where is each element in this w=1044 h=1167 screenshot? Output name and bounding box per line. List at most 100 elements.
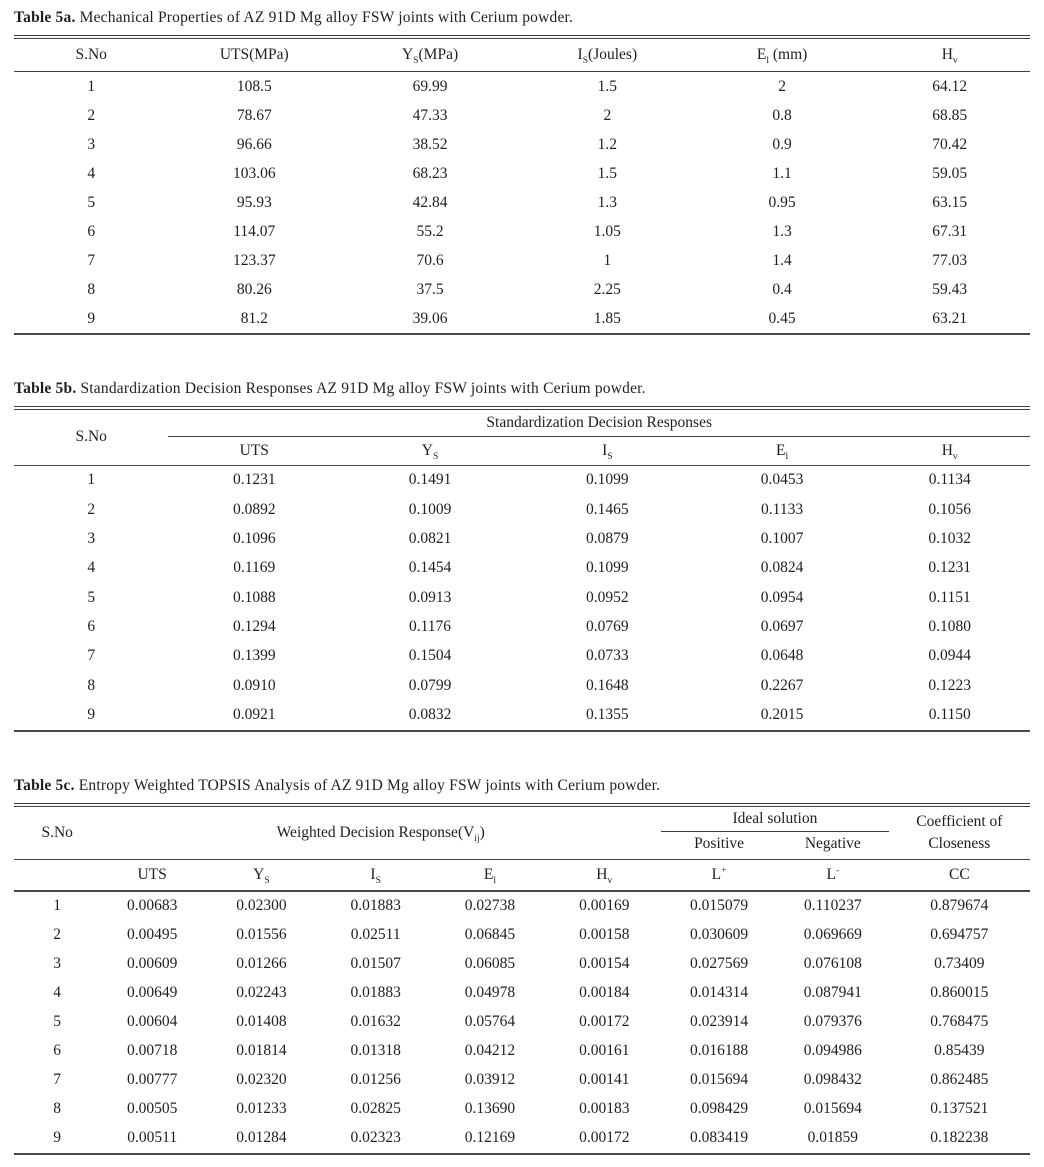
table-cell: 95.93	[236, 193, 272, 211]
col-header-is: IS	[519, 436, 695, 466]
table-cell: 0.083419	[689, 1129, 749, 1147]
col-header-hv: Hv	[547, 859, 662, 892]
table-cell: 0.0913	[408, 588, 452, 606]
table-cell: 0.862485	[930, 1071, 989, 1089]
table-row: 4 103.06 68.23 1.5 1.1 59.05	[14, 159, 1030, 188]
table-cell: 0.076108	[803, 955, 862, 973]
table-cell: 5	[53, 1013, 62, 1031]
table-cell: 1.4	[772, 251, 792, 269]
table-cell: 0.1007	[760, 529, 804, 547]
table-cell: 0.8	[772, 106, 792, 124]
table-cell: 0.015079	[689, 897, 749, 915]
col-header-l-plus: L+	[661, 859, 777, 892]
table-cell: 0.0824	[760, 559, 804, 577]
table-5b-header-row-1: S.No Standardization Decision Responses	[14, 408, 1030, 466]
table-5a-section: Table 5a. Mechanical Properties of AZ 91…	[14, 8, 1030, 335]
table-cell: 1.5	[597, 164, 618, 182]
table-cell: 0.00183	[579, 1100, 630, 1118]
table-5c-section: Table 5c. Entropy Weighted TOPSIS Analys…	[14, 776, 1030, 1155]
table-cell: 0.13690	[464, 1100, 516, 1118]
table-cell: 2.25	[593, 280, 621, 298]
table-cell: 0.04978	[464, 984, 516, 1002]
table-cell: 2	[87, 106, 96, 124]
table-cell: 0.12169	[464, 1129, 516, 1147]
table-cell: 0.05764	[464, 1013, 516, 1031]
table-cell: 1.05	[593, 222, 621, 240]
col-header-negative: Negative	[776, 831, 889, 860]
col-header-ys: YS(MPa)	[340, 37, 520, 72]
table-cell: 0.879674	[930, 897, 989, 915]
table-cell: 0.1080	[928, 618, 972, 636]
col-header-el: El (mm)	[694, 37, 870, 72]
table-cell: 0.137521	[930, 1100, 989, 1118]
table-cell: 69.99	[412, 77, 448, 95]
table-cell: 0.00718	[126, 1042, 178, 1060]
table-cell: 0.694757	[930, 926, 989, 944]
col-header-uts: UTS(MPa)	[168, 37, 341, 72]
table-cell: 4	[87, 559, 96, 577]
table-cell: 0.0799	[408, 676, 452, 694]
table-cell: 0.1150	[928, 706, 971, 724]
table-cell: 0.1176	[409, 618, 452, 636]
table-5c-body: 1 0.00683 0.02300 0.01883 0.02738 0.00169 0.01…	[14, 891, 1030, 1154]
table-cell: 0.027569	[689, 955, 749, 973]
table-cell: 2	[87, 500, 96, 518]
table-cell: 0.02243	[236, 984, 287, 1002]
table-cell: 8	[87, 676, 96, 694]
table-cell: 0.06845	[464, 926, 516, 944]
table-cell: 3	[53, 955, 62, 973]
table-cell: 0.02738	[464, 897, 516, 915]
table-cell: 0.182238	[930, 1129, 989, 1147]
table-row: 3 0.00609 0.01266 0.01507 0.06085 0.00154 0.02…	[14, 950, 1030, 979]
col-header-is: IS(Joules)	[519, 37, 695, 72]
table-cell: 4	[87, 164, 96, 182]
table-cell: 0.1648	[586, 676, 629, 694]
table-cell: 0.00154	[579, 955, 630, 973]
table-cell: 1.2	[597, 135, 618, 153]
table-cell: 0.1355	[586, 706, 629, 724]
table-cell: 0.1134	[928, 471, 971, 489]
table-cell: 0.02825	[350, 1100, 401, 1118]
table-cell: 2	[603, 106, 612, 124]
table-cell: 0.1096	[232, 529, 276, 547]
table-cell: 0.0769	[586, 618, 629, 636]
table-cell: 0.0453	[760, 471, 804, 489]
table-row: 1 0.00683 0.02300 0.01883 0.02738 0.00169 0.01…	[14, 891, 1030, 921]
table-cell: 1.5	[597, 77, 618, 95]
table-cell: 0.0892	[232, 500, 276, 518]
table-cell: 0.00505	[126, 1100, 178, 1118]
table-cell: 0.1504	[408, 647, 452, 665]
table-cell: 59.43	[932, 280, 968, 298]
table-cell: 70.6	[416, 251, 444, 269]
table-cell: 0.00161	[579, 1042, 630, 1060]
table-cell: 0.9	[772, 135, 792, 153]
table-5c-caption-text: Entropy Weighted TOPSIS Analysis of AZ 9…	[74, 776, 661, 794]
table-cell: 63.15	[932, 193, 968, 211]
table-cell: 0.094986	[803, 1042, 862, 1060]
table-cell: 0.014314	[689, 984, 749, 1002]
table-cell: 0.04212	[464, 1042, 516, 1060]
table-cell: 7	[53, 1071, 62, 1089]
table-row: 5 95.93 42.84 1.3 0.95 63.15	[14, 188, 1030, 217]
table-cell: 0.1151	[928, 588, 971, 606]
group-header-weighted-decision: Weighted Decision Response(Vij)	[100, 804, 662, 860]
table-cell: 78.67	[236, 106, 272, 124]
table-cell: 1	[53, 897, 62, 915]
table-cell: 38.52	[412, 135, 448, 153]
table-cell: 0.015694	[689, 1071, 749, 1089]
table-cell: 0.1009	[408, 500, 452, 518]
table-row: 8 0.00505 0.01233 0.02825 0.13690 0.00183 0.09…	[14, 1095, 1030, 1124]
table-cell: 0.03912	[464, 1071, 516, 1089]
table-cell: 0.73409	[934, 955, 985, 973]
table-cell: 0.01284	[236, 1129, 287, 1147]
table-row: 7 123.37 70.6 1 1.4 77.03	[14, 246, 1030, 275]
table-5c-header-row-1: S.No Weighted Decision Response(Vij) Ide…	[14, 804, 1030, 860]
table-row: 9 81.2 39.06 1.85 0.45 63.21	[14, 304, 1030, 334]
table-cell: 0.00172	[579, 1129, 630, 1147]
table-row: 7 0.1399 0.1504 0.0733 0.0648 0.0944	[14, 642, 1030, 671]
table-row: 6 0.00718 0.01814 0.01318 0.04212 0.00161 0.01…	[14, 1037, 1030, 1066]
table-cell: 59.05	[932, 164, 968, 182]
col-header-sno: S.No	[14, 804, 101, 860]
table-cell: 0.860015	[930, 984, 989, 1002]
table-5c-caption-label: Table 5c.	[14, 776, 75, 794]
